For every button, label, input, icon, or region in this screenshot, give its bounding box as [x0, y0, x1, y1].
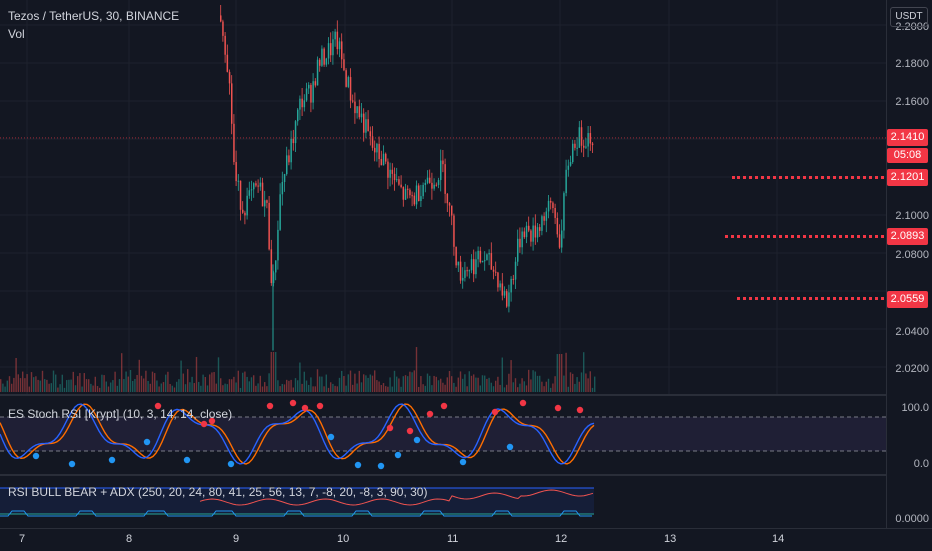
time-label: 13 [664, 533, 677, 545]
time-label: 11 [447, 533, 459, 545]
rsi-bull-bear-legend[interactable]: RSI BULL BEAR + ADX (250, 20, 24, 80, 41… [8, 485, 428, 499]
time-axis[interactable]: 7 8 9 10 11 12 13 14 [0, 528, 932, 551]
rsi-bull-bear-pane[interactable]: RSI BULL BEAR + ADX (250, 20, 24, 80, 41… [0, 476, 886, 528]
time-label: 7 [19, 533, 26, 545]
price-tick: 2.1800 [895, 58, 929, 70]
countdown-badge: 05:08 [887, 148, 928, 163]
price-tick: 2.0400 [895, 326, 929, 338]
stoch-rsi-chart[interactable] [0, 396, 886, 474]
time-label: 12 [555, 533, 568, 545]
time-label: 14 [772, 533, 785, 545]
time-label: 10 [337, 533, 350, 545]
level-badge-3: 2.0559 [887, 291, 928, 308]
price-axis[interactable]: 2.2000 2.1800 2.1600 2.1000 2.0800 2.040… [886, 0, 932, 528]
candlestick-chart[interactable] [0, 0, 886, 394]
price-tick: 2.1600 [895, 96, 929, 108]
stoch-tick-0: 0.0 [913, 458, 929, 470]
price-tick: 2.2000 [895, 21, 929, 33]
price-tick: 2.0800 [895, 249, 929, 261]
level-badge-2: 2.0893 [887, 228, 928, 245]
level-line-1[interactable] [732, 176, 884, 179]
symbol-title: Tezos / TetherUS, 30, BINANCE [8, 9, 180, 23]
volume-legend: Vol [8, 27, 25, 41]
pane-separator[interactable] [0, 474, 932, 476]
level-line-3[interactable] [737, 297, 884, 300]
level-badge-1: 2.1201 [887, 169, 928, 186]
stoch-tick-100: 100.0 [901, 402, 929, 414]
currency-selector-button[interactable]: USDT [890, 7, 928, 27]
rsi-tick-0: 0.0000 [895, 513, 929, 525]
rsi-bull-bear-chart[interactable] [0, 476, 886, 528]
pane-separator[interactable] [0, 394, 932, 396]
stoch-rsi-pane[interactable]: ES Stoch RSI [Krypt] (10, 3, 14, 14, clo… [0, 396, 886, 474]
level-line-2[interactable] [725, 235, 884, 238]
time-label: 8 [126, 533, 133, 545]
last-price-badge: 2.1410 [887, 129, 928, 146]
price-tick: 2.1000 [895, 210, 929, 222]
stoch-rsi-legend[interactable]: ES Stoch RSI [Krypt] (10, 3, 14, 14, clo… [8, 407, 233, 421]
main-chart-pane[interactable]: Tezos / TetherUS, 30, BINANCE Vol [0, 0, 886, 394]
time-label: 9 [233, 533, 240, 545]
price-tick: 2.0200 [895, 363, 929, 375]
